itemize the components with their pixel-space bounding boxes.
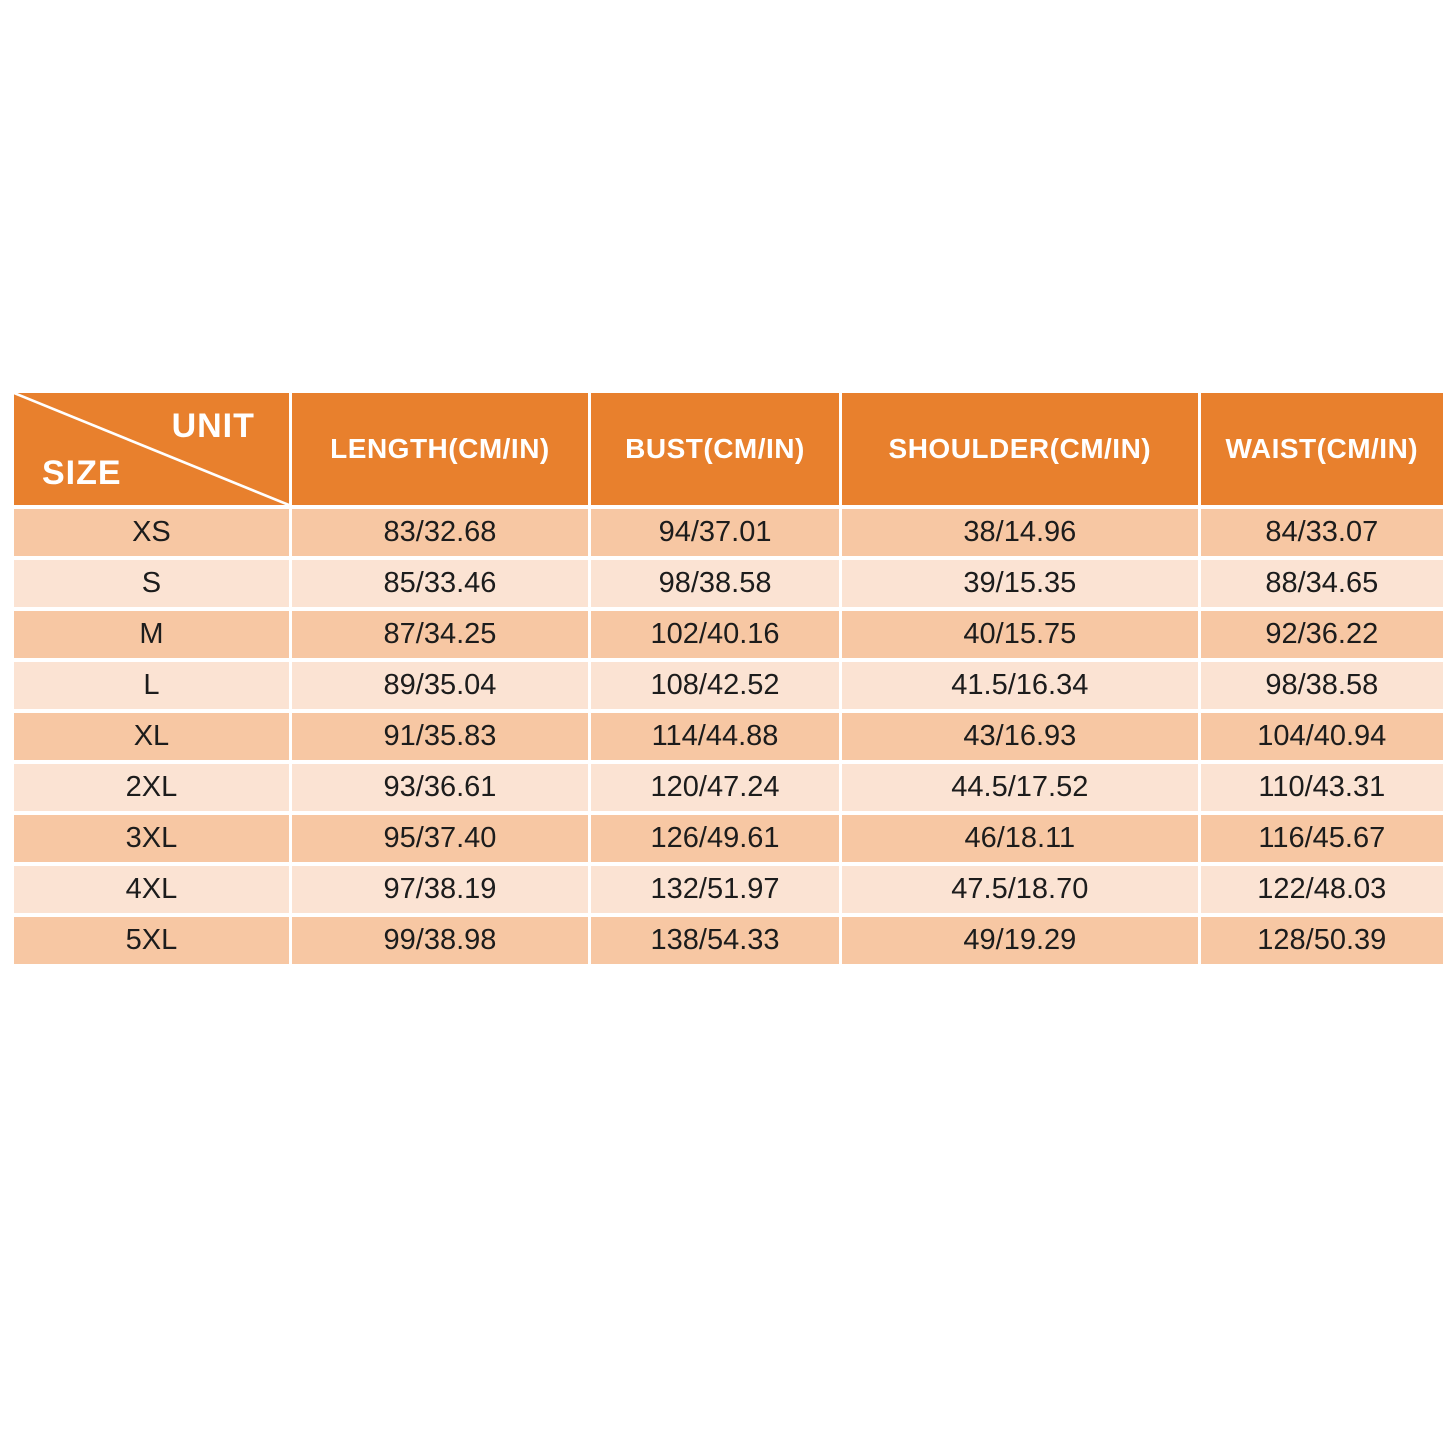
value-cell: 132/51.97 (591, 866, 839, 913)
diagonal-divider-line (14, 393, 289, 505)
value-cell: 98/38.58 (1200, 662, 1443, 709)
unit-label: UNIT (171, 407, 255, 445)
value-cell: 38/14.96 (842, 509, 1198, 556)
value-cell: 93/36.61 (291, 764, 589, 811)
size-cell: 4XL (14, 866, 289, 913)
size-cell: M (14, 611, 289, 658)
value-cell: 41.5/16.34 (842, 662, 1198, 709)
value-cell: 99/38.98 (291, 917, 589, 964)
value-cell: 47.5/18.70 (842, 866, 1198, 913)
value-cell: 138/54.33 (591, 917, 839, 964)
column-header-waist: WAIST(CM/IN) (1200, 393, 1443, 505)
value-cell: 39/15.35 (842, 560, 1198, 607)
column-header-bust: BUST(CM/IN) (591, 393, 839, 505)
value-cell: 108/42.52 (591, 662, 839, 709)
size-cell: S (14, 560, 289, 607)
value-cell: 126/49.61 (591, 815, 839, 862)
value-cell: 88/34.65 (1200, 560, 1443, 607)
value-cell: 97/38.19 (291, 866, 589, 913)
size-cell: 5XL (14, 917, 289, 964)
value-cell: 104/40.94 (1200, 713, 1443, 760)
value-cell: 95/37.40 (291, 815, 589, 862)
value-cell: 120/47.24 (591, 764, 839, 811)
corner-cell: UNIT SIZE (14, 393, 289, 505)
value-cell: 114/44.88 (591, 713, 839, 760)
size-chart-table: UNIT SIZE LENGTH(CM/IN) BUST(CM/IN) SHOU… (14, 393, 1443, 964)
size-cell: XL (14, 713, 289, 760)
column-header-shoulder: SHOULDER(CM/IN) (842, 393, 1198, 505)
size-cell: L (14, 662, 289, 709)
value-cell: 110/43.31 (1200, 764, 1443, 811)
size-cell: 3XL (14, 815, 289, 862)
value-cell: 92/36.22 (1200, 611, 1443, 658)
value-cell: 122/48.03 (1200, 866, 1443, 913)
value-cell: 94/37.01 (591, 509, 839, 556)
value-cell: 116/45.67 (1200, 815, 1443, 862)
value-cell: 49/19.29 (842, 917, 1198, 964)
value-cell: 84/33.07 (1200, 509, 1443, 556)
value-cell: 87/34.25 (291, 611, 589, 658)
value-cell: 89/35.04 (291, 662, 589, 709)
value-cell: 83/32.68 (291, 509, 589, 556)
value-cell: 85/33.46 (291, 560, 589, 607)
column-header-length: LENGTH(CM/IN) (291, 393, 589, 505)
size-label: SIZE (42, 454, 122, 492)
value-cell: 43/16.93 (842, 713, 1198, 760)
value-cell: 46/18.11 (842, 815, 1198, 862)
value-cell: 40/15.75 (842, 611, 1198, 658)
value-cell: 91/35.83 (291, 713, 589, 760)
value-cell: 98/38.58 (591, 560, 839, 607)
size-cell: 2XL (14, 764, 289, 811)
value-cell: 44.5/17.52 (842, 764, 1198, 811)
value-cell: 128/50.39 (1200, 917, 1443, 964)
value-cell: 102/40.16 (591, 611, 839, 658)
size-cell: XS (14, 509, 289, 556)
